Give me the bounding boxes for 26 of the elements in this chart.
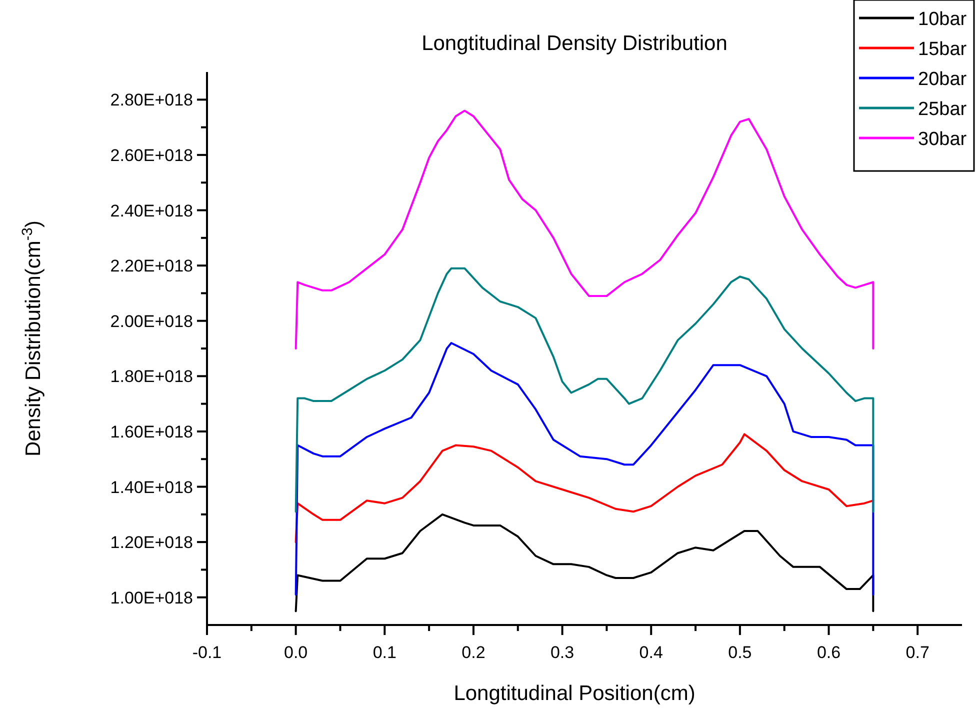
y-tick-label: 2.20E+018: [110, 256, 193, 276]
y-tick-label: 1.40E+018: [110, 478, 193, 497]
x-tick-label: 0.2: [462, 643, 486, 662]
legend-label: 30bar: [918, 129, 968, 150]
y-tick-label: 2.40E+018: [110, 201, 193, 220]
legend-label: 25bar: [918, 99, 968, 120]
x-tick-label: 0.7: [906, 643, 930, 662]
x-axis-title: Longtitudinal Position(cm): [454, 682, 696, 705]
x-tick-label: 0.0: [284, 643, 308, 662]
x-tick-label: 0.4: [639, 643, 663, 662]
x-tick-label: 0.6: [816, 643, 841, 662]
legend-label: 10bar: [918, 9, 968, 30]
legend-label: 15bar: [918, 39, 968, 60]
x-tick-label: 0.3: [550, 643, 574, 662]
y-tick-label: 2.00E+018: [110, 312, 193, 331]
y-tick-label: 1.20E+018: [110, 533, 193, 552]
x-tick-label: 0.5: [728, 643, 752, 662]
y-tick-label: 1.80E+018: [110, 367, 193, 386]
x-tick-label: -0.1: [192, 643, 222, 662]
y-tick-label: 1.60E+018: [110, 422, 193, 442]
x-tick-label: 0.1: [372, 643, 396, 662]
y-tick-label: 2.60E+018: [110, 146, 193, 165]
y-tick-label: 1.00E+018: [110, 588, 193, 608]
legend-label: 20bar: [918, 69, 968, 90]
y-tick-label: 2.80E+018: [110, 90, 193, 110]
chart-title: Longtitudinal Density Distribution: [422, 32, 728, 55]
